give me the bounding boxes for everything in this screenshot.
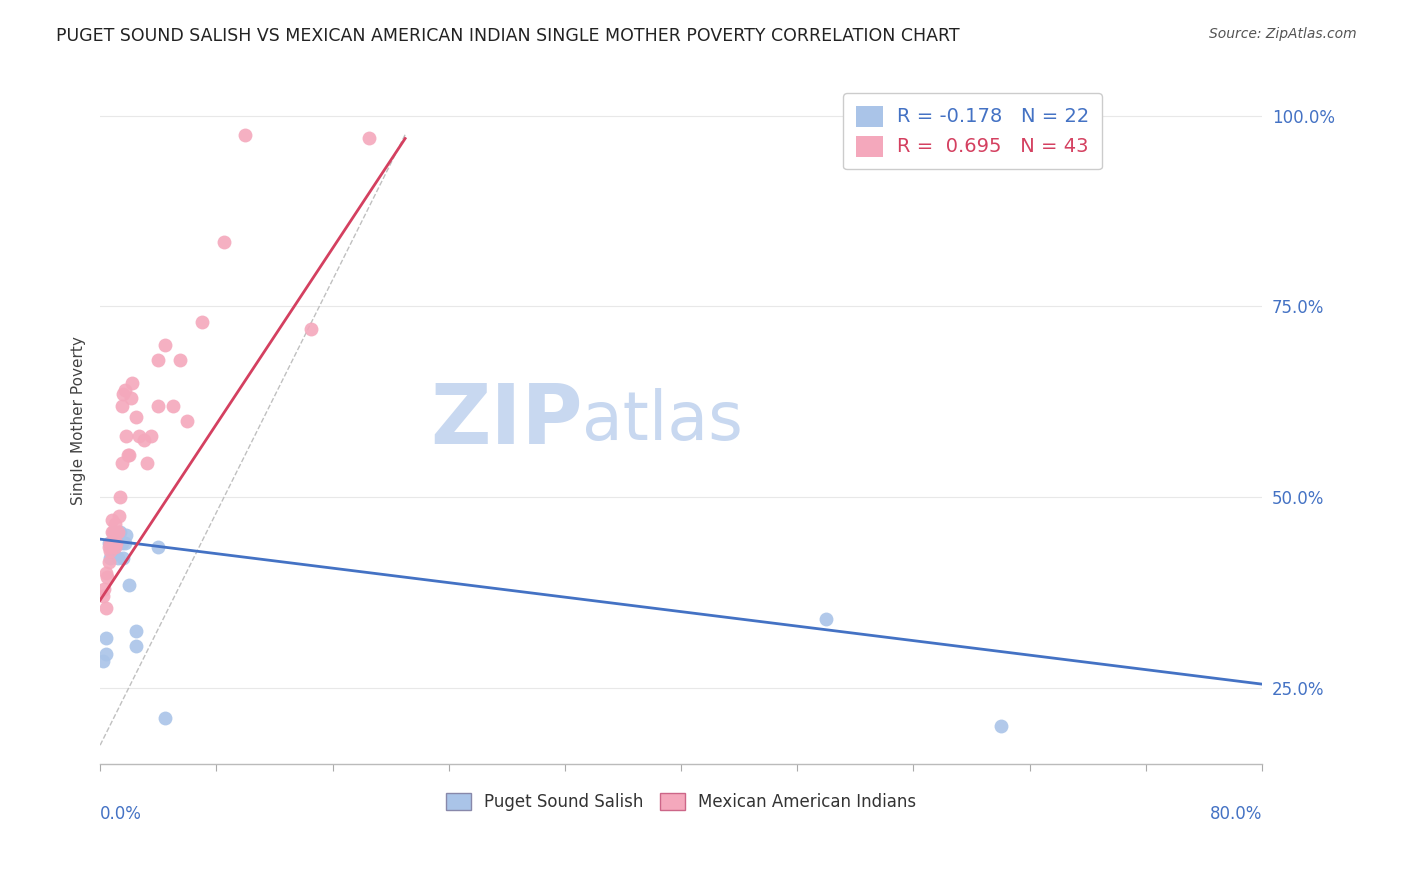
Y-axis label: Single Mother Poverty: Single Mother Poverty [72, 336, 86, 505]
Point [107, 551, 129, 566]
Point [125, 410, 148, 425]
Point [93, 582, 115, 596]
Point [155, 337, 177, 351]
Point [94, 647, 117, 661]
Point [357, 131, 380, 145]
Point [97, 555, 120, 569]
Point [104, 516, 127, 531]
Point [96, 570, 118, 584]
Text: atlas: atlas [582, 388, 744, 454]
Legend: Puget Sound Salish, Mexican American Indians: Puget Sound Salish, Mexican American Ind… [439, 786, 924, 818]
Text: 0.0%: 0.0% [100, 805, 142, 823]
Point [118, 578, 141, 592]
Point [111, 456, 134, 470]
Point [111, 536, 134, 550]
Point [212, 235, 235, 249]
Point [97, 540, 120, 554]
Point [98, 551, 121, 566]
Point [98, 536, 121, 550]
Point [125, 639, 148, 653]
Text: Source: ZipAtlas.com: Source: ZipAtlas.com [1209, 27, 1357, 41]
Point [162, 399, 184, 413]
Point [125, 624, 148, 638]
Point [115, 429, 138, 443]
Point [98, 543, 121, 558]
Point [815, 612, 838, 626]
Point [104, 524, 127, 539]
Point [121, 376, 143, 390]
Point [114, 536, 136, 550]
Point [100, 513, 122, 527]
Point [155, 711, 177, 725]
Point [148, 352, 170, 367]
Point [148, 540, 170, 554]
Point [112, 551, 135, 566]
Point [118, 448, 141, 462]
Point [115, 528, 138, 542]
Point [148, 399, 170, 413]
Point [97, 536, 120, 550]
Point [108, 536, 131, 550]
Point [100, 524, 122, 539]
Point [110, 524, 132, 539]
Point [139, 429, 162, 443]
Point [120, 391, 142, 405]
Point [104, 540, 127, 554]
Point [94, 566, 117, 581]
Point [117, 448, 139, 462]
Text: PUGET SOUND SALISH VS MEXICAN AMERICAN INDIAN SINGLE MOTHER POVERTY CORRELATION : PUGET SOUND SALISH VS MEXICAN AMERICAN I… [56, 27, 960, 45]
Point [176, 414, 198, 428]
Text: 80.0%: 80.0% [1209, 805, 1263, 823]
Point [169, 352, 191, 367]
Point [91, 590, 114, 604]
Point [114, 384, 136, 398]
Point [91, 654, 114, 668]
Point [128, 429, 150, 443]
Point [103, 543, 125, 558]
Point [103, 524, 125, 539]
Point [132, 433, 155, 447]
Point [112, 387, 135, 401]
Point [191, 315, 214, 329]
Text: ZIP: ZIP [430, 380, 582, 461]
Point [235, 128, 257, 142]
Point [108, 509, 131, 524]
Point [299, 322, 322, 336]
Point [135, 456, 157, 470]
Point [107, 524, 129, 539]
Point [110, 490, 132, 504]
Point [94, 632, 117, 646]
Point [990, 719, 1012, 733]
Point [94, 600, 117, 615]
Point [111, 399, 134, 413]
Point [105, 536, 128, 550]
Point [100, 536, 122, 550]
